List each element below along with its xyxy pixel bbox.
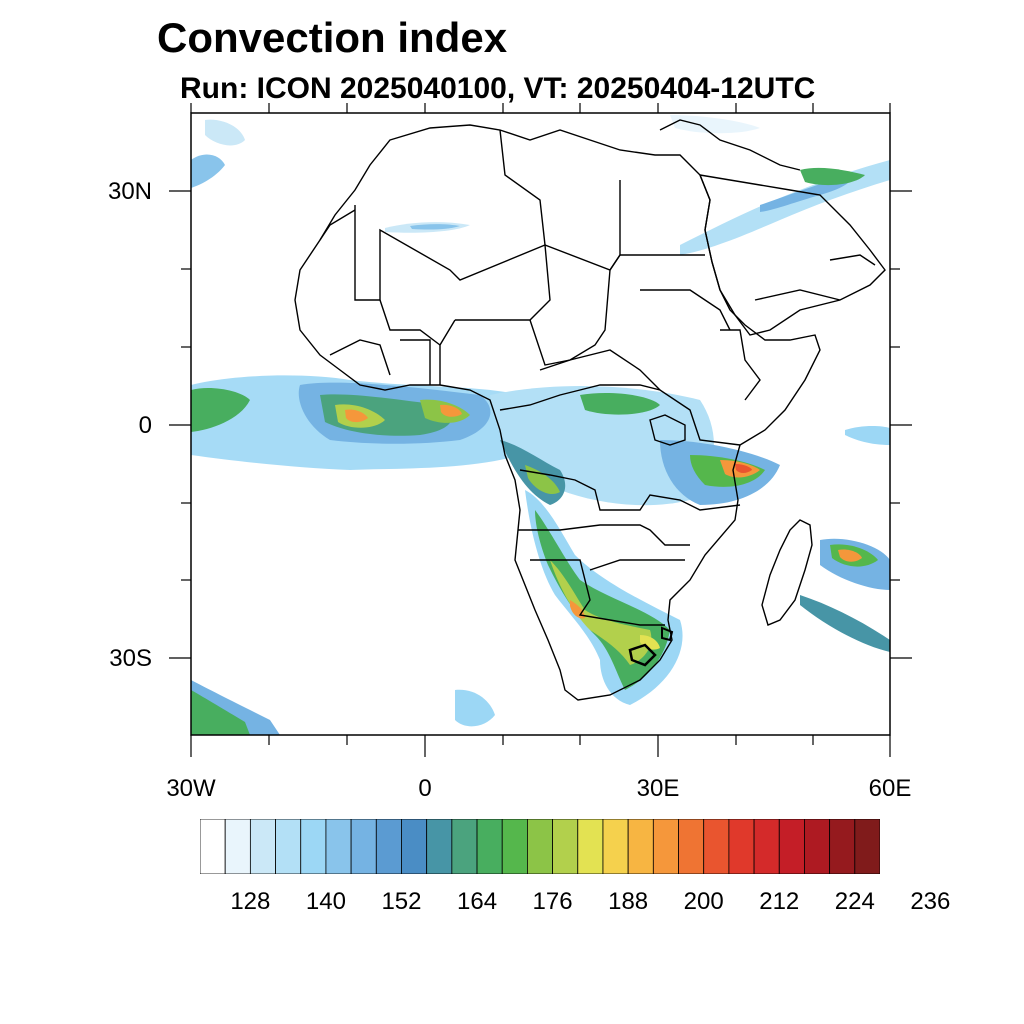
colorbar-swatch [703,819,730,874]
colorbar-swatch [728,819,755,874]
colorbar-tick-label: 152 [381,888,422,915]
colorbar-tick-label: 200 [683,888,724,915]
colorbar-swatch [350,819,377,874]
colorbar-swatch [200,819,226,874]
lat-label-0: 0 [138,412,152,439]
colorbar-tick-label: 236 [910,888,951,915]
colorbar-swatch [804,819,831,874]
colorbar-swatch [753,819,780,874]
lon-label-30w: 30W [166,775,216,802]
map-canvas [169,103,912,757]
colorbar-swatch [300,819,327,874]
colorbar-swatch [249,819,276,874]
colorbar-swatch [275,819,302,874]
colorbar-tick-label: 164 [457,888,498,915]
madagascar-outline [761,519,813,626]
axis-ticks [169,103,912,757]
colorbar [200,819,880,874]
colorbar-swatch [375,819,402,874]
lat-label-30n: 30N [107,178,152,205]
lon-label-30e: 30E [636,775,680,802]
colorbar-swatch [627,819,654,874]
colorbar-tick-label: 140 [305,888,346,915]
lon-label-0: 0 [418,775,432,802]
colorbar-swatch [577,819,604,874]
map-border [190,112,891,736]
colorbar-swatch [451,819,478,874]
colorbar-swatch [552,819,579,874]
colorbar-swatch [401,819,428,874]
colorbar-swatch [602,819,629,874]
colorbar-swatch [829,819,856,874]
colorbar-swatch [476,819,503,874]
lon-label-60e: 60E [868,775,912,802]
colorbar-swatch [678,819,705,874]
colorbar-swatch [501,819,528,874]
map-subtitle: Run: ICON 2025040100, VT: 20250404-12UTC [180,72,816,105]
colorbar-swatch [778,819,805,874]
colorbar-tick-label: 188 [608,888,649,915]
colorbar-tick-label: 176 [532,888,573,915]
lat-label-30s: 30S [109,645,152,672]
colorbar-swatch [652,819,679,874]
colorbar-tick-label: 128 [230,888,271,915]
colorbar-tick-label: 224 [834,888,875,915]
colorbar-swatch [224,819,251,874]
colorbar-swatch [527,819,554,874]
convection-fields [191,115,890,735]
colorbar-swatch [426,819,453,874]
colorbar-swatch [325,819,352,874]
country-boundaries [294,119,886,701]
colorbar-tick-label: 212 [759,888,800,915]
colorbar-swatch [854,819,880,874]
map-title: Convection index [157,14,508,61]
